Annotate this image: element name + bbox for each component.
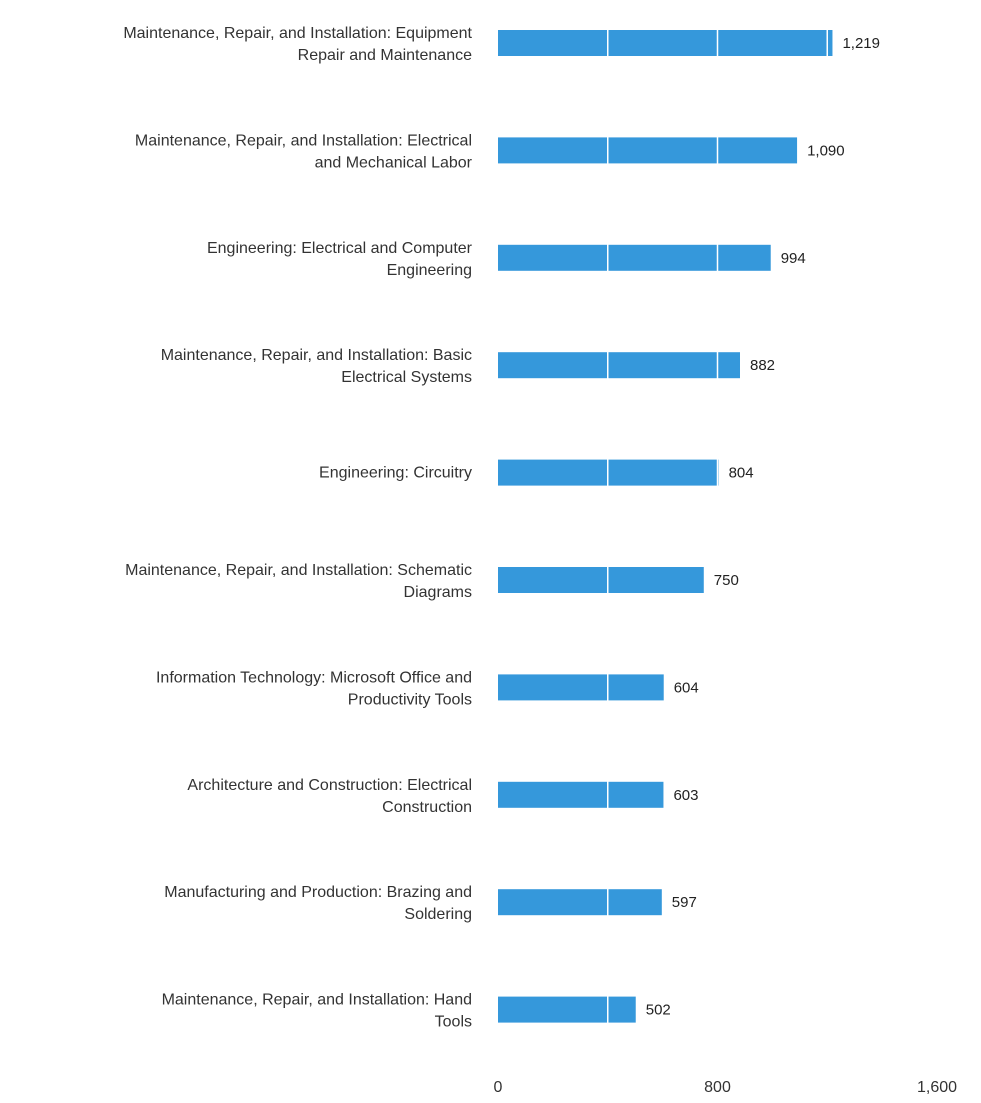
x-axis-ticks: 0 800 1,600 [494, 1079, 958, 1096]
category-label: Information Technology: Microsoft Office… [156, 669, 472, 686]
category-label: Maintenance, Repair, and Installation: E… [123, 25, 472, 42]
value-label: 1,090 [807, 142, 845, 159]
value-label: 804 [729, 465, 754, 482]
bar [498, 996, 636, 1023]
bar [498, 567, 704, 593]
x-tick-label: 800 [704, 1079, 731, 1096]
bar [498, 30, 833, 56]
category-label: Tools [435, 1014, 472, 1031]
value-label: 502 [646, 1002, 671, 1019]
value-label: 882 [750, 357, 775, 374]
category-label: Electrical Systems [341, 369, 472, 386]
category-label: Diagrams [404, 584, 472, 601]
value-label: 1,219 [842, 35, 880, 52]
x-tick-label: 1,600 [917, 1079, 957, 1096]
category-label: Maintenance, Repair, and Installation: E… [135, 132, 472, 149]
bar [498, 674, 664, 701]
category-label: Maintenance, Repair, and Installation: S… [125, 562, 472, 579]
category-labels: Maintenance, Repair, and Installation: E… [123, 25, 472, 1031]
bar [498, 137, 798, 164]
category-label: and Mechanical Labor [315, 154, 473, 171]
value-label: 750 [714, 572, 739, 589]
category-label: Manufacturing and Production: Brazing an… [164, 884, 472, 901]
bar [498, 889, 662, 916]
value-label: 994 [781, 250, 806, 267]
value-labels: 1,219 1,090 994 882 804 750 604 603 597 502 [646, 35, 880, 1019]
category-label: Architecture and Construction: Electrica… [187, 777, 472, 794]
category-label: Engineering: Electrical and Computer [207, 240, 473, 257]
value-label: 597 [672, 894, 697, 911]
x-tick-label: 0 [494, 1079, 503, 1096]
bar [498, 781, 664, 808]
gridlines [607, 28, 828, 1025]
category-label: Soldering [404, 906, 472, 923]
category-label: Construction [382, 799, 472, 816]
category-label: Maintenance, Repair, and Installation: H… [162, 992, 472, 1009]
value-label: 603 [673, 787, 698, 804]
category-label: Engineering [387, 262, 472, 279]
category-label: Engineering: Circuitry [319, 465, 472, 482]
bar [498, 244, 771, 271]
value-label: 604 [674, 679, 699, 696]
bars [498, 30, 833, 1023]
category-label: Repair and Maintenance [298, 47, 472, 64]
category-label: Maintenance, Repair, and Installation: B… [161, 347, 472, 364]
category-label: Productivity Tools [348, 691, 472, 708]
bar [498, 352, 740, 379]
